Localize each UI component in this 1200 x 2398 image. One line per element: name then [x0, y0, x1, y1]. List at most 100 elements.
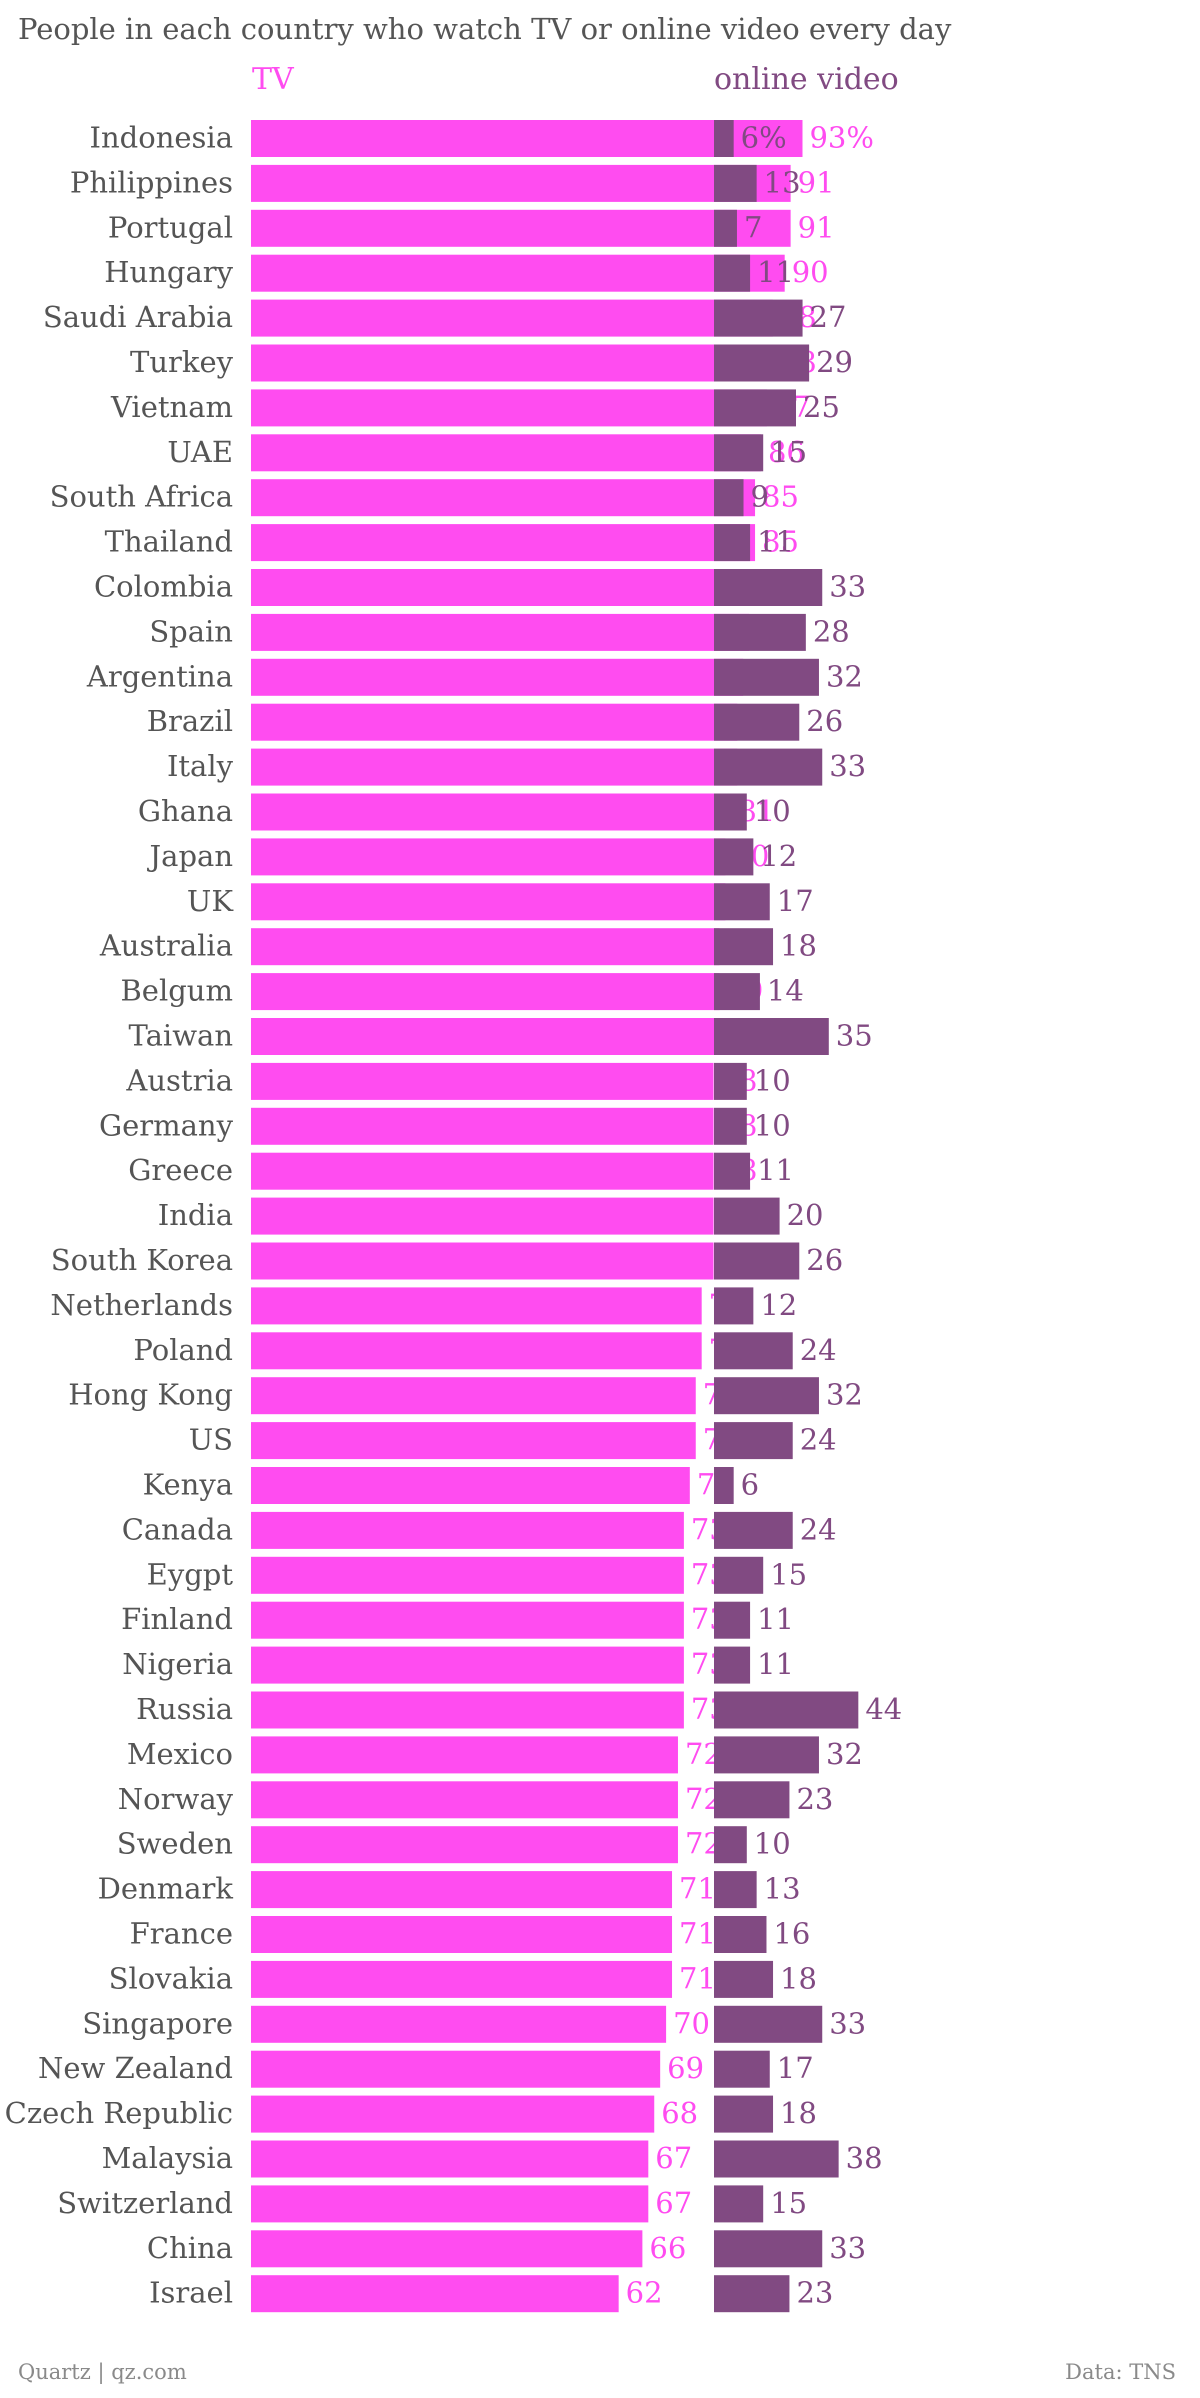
online-video-bar: [714, 2005, 823, 2043]
category-label: Thailand: [105, 525, 233, 559]
tv-bar: [251, 344, 773, 382]
online-video-bar: [714, 434, 764, 472]
category-label: Israel: [149, 2276, 233, 2310]
online-video-value-label: 32: [826, 1737, 863, 1771]
series-label-online-video: online video: [714, 62, 899, 97]
online-video-bar: [714, 1781, 790, 1819]
online-video-bar: [714, 1107, 747, 1145]
category-label: Greece: [128, 1153, 233, 1187]
online-video-value-label: 10: [754, 794, 791, 828]
category-label: Eygpt: [147, 1557, 234, 1591]
tv-bar: [251, 1556, 684, 1594]
online-video-value-label: 10: [754, 1827, 791, 1861]
category-label: Colombia: [94, 570, 233, 604]
online-video-bar: [714, 209, 737, 247]
tv-bar: [251, 479, 756, 517]
online-video-bar: [714, 1736, 819, 1774]
tv-bar: [251, 209, 791, 247]
online-video-bar: [714, 2140, 839, 2178]
online-video-bar: [714, 1467, 734, 1504]
online-video-value-label: 9: [751, 480, 769, 514]
online-video-value-label: 20: [787, 1198, 824, 1232]
tv-bar: [251, 120, 803, 157]
category-label: Hong Kong: [68, 1378, 233, 1412]
category-label: Denmark: [98, 1872, 234, 1906]
online-video-value-label: 6: [741, 1468, 759, 1502]
tv-bar: [251, 793, 732, 831]
online-video-bar: [714, 658, 819, 696]
tv-value-label: 66: [649, 2231, 686, 2265]
tv-bar: [251, 1422, 696, 1460]
tv-bar: [251, 1062, 714, 1100]
online-video-value-label: 12: [760, 1288, 797, 1322]
online-video-value-label: 12: [760, 839, 797, 873]
online-video-value-label: 32: [826, 659, 863, 693]
category-label: Indonesia: [90, 121, 233, 155]
online-video-bar: [714, 928, 774, 966]
online-video-value-label: 11: [757, 1153, 794, 1187]
tv-bar: [251, 1197, 714, 1235]
category-label: Germany: [99, 1108, 234, 1142]
online-video-value-label: 33: [829, 2006, 866, 2040]
tv-bar: [251, 928, 720, 966]
online-video-bar: [714, 613, 806, 651]
tv-bar: [251, 389, 767, 427]
tv-bar: [251, 1377, 696, 1415]
online-video-value-label: 11: [757, 1647, 794, 1681]
online-video-value-label: 44: [865, 1692, 902, 1726]
series-label-tv: TV: [252, 62, 294, 97]
online-video-value-label: 26: [806, 704, 843, 738]
category-label: Singapore: [82, 2006, 233, 2040]
category-label: Brazil: [147, 704, 233, 738]
online-video-bar: [714, 1332, 793, 1370]
online-video-value-label: 18: [780, 929, 817, 963]
online-video-value-label: 18: [780, 2096, 817, 2130]
category-label: Slovakia: [109, 1961, 233, 1995]
tv-bar: [251, 1332, 702, 1370]
tv-value-label: 93%: [809, 121, 873, 155]
online-video-bar: [714, 299, 803, 337]
category-label: Sweden: [117, 1827, 233, 1861]
tv-bar: [251, 1916, 673, 1953]
online-video-bar: [714, 120, 734, 157]
category-label: Argentina: [86, 659, 233, 693]
category-label: Portugal: [108, 210, 233, 244]
online-video-value-label: 33: [829, 570, 866, 604]
online-video-bar: [714, 1242, 800, 1280]
category-label: Hungary: [104, 255, 233, 289]
data-source: Data: TNS: [1065, 2360, 1176, 2384]
online-video-value-label: 13: [764, 1872, 801, 1906]
tv-value-label: 70: [673, 2006, 710, 2040]
category-label: Ghana: [138, 794, 233, 828]
tv-bar: [251, 2230, 643, 2268]
online-video-bar: [714, 2050, 770, 2088]
tv-bar: [251, 2140, 649, 2178]
tv-bar: [251, 434, 761, 472]
online-video-bar: [714, 703, 800, 741]
category-label: Italy: [167, 749, 234, 783]
online-video-bar: [714, 254, 751, 292]
online-video-value-label: 13: [764, 165, 801, 199]
online-video-bar: [714, 344, 810, 382]
tv-bar: [251, 1736, 678, 1774]
tv-bar: [251, 2095, 655, 2133]
online-video-bar: [714, 838, 754, 876]
tv-bar: [251, 1107, 714, 1145]
category-label: Turkey: [130, 345, 234, 379]
online-video-value-label: 33: [829, 2231, 866, 2265]
online-video-value-label: 10: [754, 1108, 791, 1142]
online-video-bar: [714, 2275, 790, 2313]
online-video-bar: [714, 1916, 767, 1953]
category-label: Switzerland: [57, 2186, 233, 2220]
category-label: Spain: [149, 614, 233, 648]
category-label: Nigeria: [122, 1647, 233, 1681]
online-video-value-label: 35: [836, 1019, 873, 1053]
tv-bar: [251, 1242, 714, 1280]
category-label: Finland: [121, 1602, 233, 1636]
online-video-value-label: 17: [777, 884, 814, 918]
tv-bar: [251, 883, 726, 921]
tv-value-label: 69: [667, 2051, 704, 2085]
category-label: Poland: [133, 1333, 233, 1367]
tv-bar: [251, 1152, 714, 1190]
